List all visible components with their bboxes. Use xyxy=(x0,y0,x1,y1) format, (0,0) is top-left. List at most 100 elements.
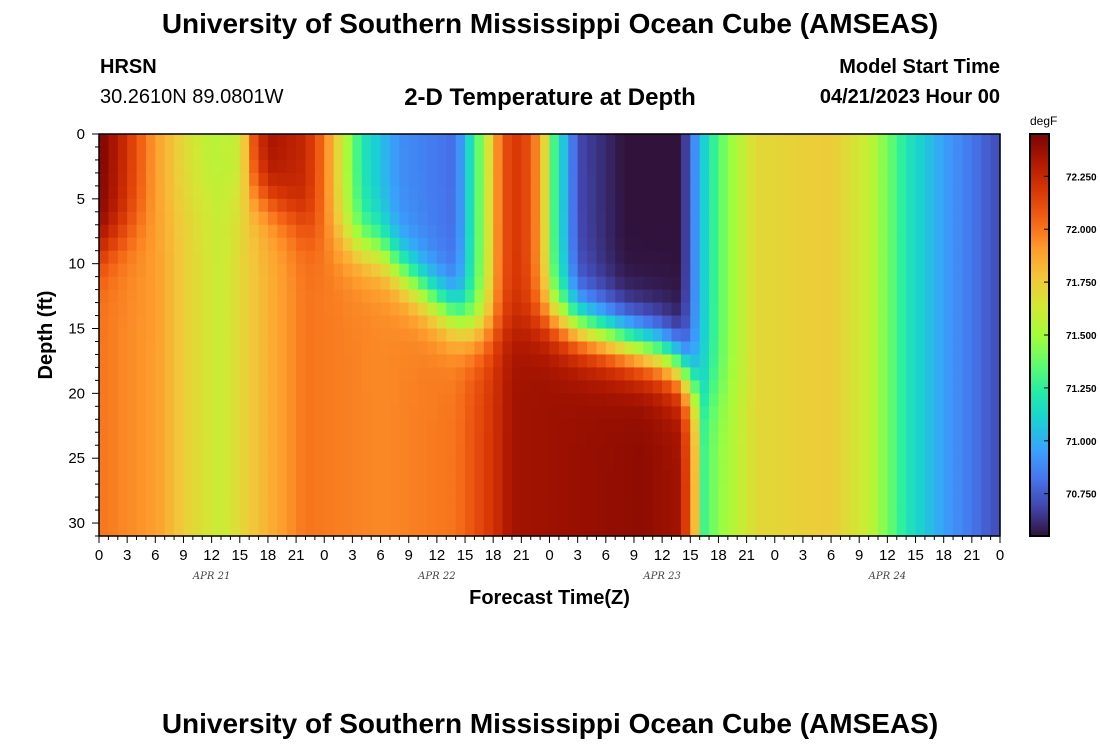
heatmap-cell xyxy=(436,341,447,356)
x-tick-label: 12 xyxy=(429,547,446,564)
heatmap-cell xyxy=(943,406,954,420)
heatmap-cell xyxy=(615,172,626,187)
y-tick-label: 25 xyxy=(68,450,85,467)
heatmap-cell xyxy=(962,445,973,459)
heatmap-cell xyxy=(465,510,476,524)
heatmap-cell xyxy=(436,315,447,330)
heatmap-cell xyxy=(990,302,1001,317)
heatmap-cell xyxy=(127,276,138,291)
heatmap-cell xyxy=(887,471,898,485)
heatmap-cell xyxy=(446,250,457,265)
heatmap-cell xyxy=(671,510,682,524)
heatmap-cell xyxy=(389,523,400,537)
heatmap-cell xyxy=(615,289,626,304)
heatmap-cell xyxy=(812,276,823,291)
heatmap-cell xyxy=(896,328,907,343)
heatmap-cell xyxy=(136,445,147,459)
heatmap-cell xyxy=(915,237,926,252)
heatmap-cell xyxy=(831,432,842,446)
heatmap-cell xyxy=(183,367,194,381)
heatmap-cell xyxy=(812,445,823,459)
heatmap-cell xyxy=(511,367,522,381)
heatmap-cell xyxy=(915,302,926,317)
heatmap-cell xyxy=(192,172,203,187)
heatmap-cell xyxy=(690,471,701,485)
heatmap-cell xyxy=(624,484,635,498)
heatmap-cell xyxy=(971,380,982,394)
heatmap-cell xyxy=(418,211,429,226)
heatmap-cell xyxy=(990,159,1001,174)
heatmap-cell xyxy=(868,134,879,148)
heatmap-cell xyxy=(868,289,879,304)
heatmap-cell xyxy=(286,354,297,369)
heatmap-cell xyxy=(605,367,616,381)
heatmap-cell xyxy=(568,341,579,356)
heatmap-cell xyxy=(99,510,109,524)
heatmap-cell xyxy=(230,367,241,381)
heatmap-cell xyxy=(296,302,307,317)
heatmap-cell xyxy=(418,523,429,537)
heatmap-cell xyxy=(568,367,579,381)
heatmap-cell xyxy=(183,523,194,537)
heatmap-cell xyxy=(784,510,795,524)
heatmap-cell xyxy=(849,497,860,511)
heatmap-cell xyxy=(136,185,147,200)
heatmap-cell xyxy=(943,341,954,356)
heatmap-cell xyxy=(277,458,288,472)
heatmap-cell xyxy=(99,237,109,252)
heatmap-cell xyxy=(230,458,241,472)
heatmap-cell xyxy=(221,146,231,161)
heatmap-cell xyxy=(164,302,175,317)
heatmap-cell xyxy=(549,458,560,472)
heatmap-cell xyxy=(596,341,607,356)
x-tick-label: 0 xyxy=(545,547,553,564)
heatmap-cell xyxy=(746,458,757,472)
heatmap-cell xyxy=(915,354,926,369)
heatmap-cell xyxy=(896,393,907,407)
heatmap-cell xyxy=(314,367,325,381)
heatmap-cell xyxy=(765,471,776,485)
heatmap-cell xyxy=(699,406,710,420)
heatmap-cell xyxy=(840,393,851,407)
heatmap-cell xyxy=(511,406,522,420)
heatmap-cell xyxy=(399,237,410,252)
heatmap-cell xyxy=(840,328,851,343)
heatmap-cell xyxy=(530,419,541,433)
heatmap-cell xyxy=(652,289,663,304)
heatmap-cell xyxy=(474,406,485,420)
heatmap-cell xyxy=(615,510,626,524)
heatmap-cell xyxy=(249,445,260,459)
heatmap-cell xyxy=(774,289,785,304)
heatmap-cell xyxy=(906,367,917,381)
heatmap-cell xyxy=(887,198,898,213)
heatmap-cell xyxy=(408,237,419,252)
heatmap-cell xyxy=(427,146,438,161)
heatmap-cell xyxy=(502,523,513,537)
heatmap-cell xyxy=(361,419,372,433)
heatmap-cell xyxy=(511,250,522,265)
heatmap-cell xyxy=(502,497,513,511)
heatmap-cell xyxy=(117,146,128,161)
heatmap-cell xyxy=(455,471,466,485)
heatmap-cell xyxy=(361,289,372,304)
heatmap-cell xyxy=(239,315,250,330)
heatmap-cell xyxy=(127,302,138,317)
heatmap-cell xyxy=(361,134,372,148)
heatmap-cell xyxy=(887,159,898,174)
heatmap-cell xyxy=(296,237,307,252)
heatmap-cell xyxy=(840,458,851,472)
heatmap-cell xyxy=(718,302,729,317)
heatmap-cell xyxy=(821,263,832,278)
heatmap-cell xyxy=(953,302,964,317)
heatmap-cell xyxy=(314,211,325,226)
heatmap-cell xyxy=(906,224,917,239)
heatmap-cell xyxy=(361,250,372,265)
heatmap-cell xyxy=(371,172,382,187)
heatmap-cell xyxy=(521,471,532,485)
heatmap-cell xyxy=(286,276,297,291)
heatmap-cell xyxy=(164,510,175,524)
heatmap-cell xyxy=(577,341,588,356)
heatmap-cell xyxy=(690,484,701,498)
heatmap-cell xyxy=(962,393,973,407)
heatmap-cell xyxy=(784,263,795,278)
